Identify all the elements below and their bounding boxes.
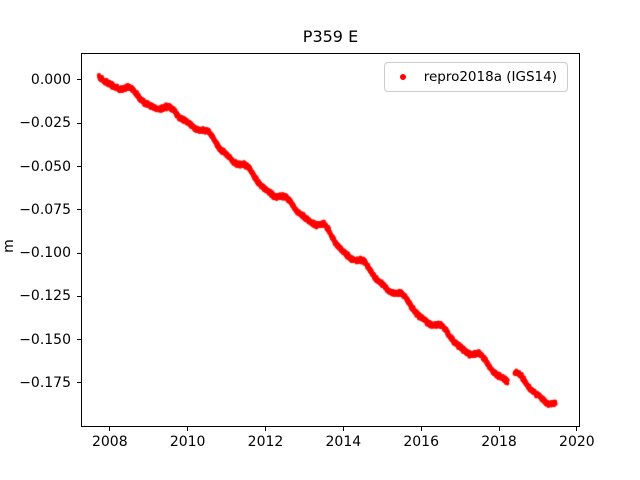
y-tick-mark xyxy=(77,166,81,168)
y-tick-mark xyxy=(77,382,81,384)
x-tick-mark xyxy=(109,427,111,431)
scatter-points-canvas xyxy=(82,54,579,426)
x-tick-label: 2010 xyxy=(169,434,206,450)
y-tick-label: −0.175 xyxy=(19,374,71,391)
y-tick-label: −0.025 xyxy=(19,115,71,132)
y-tick-mark xyxy=(77,79,81,81)
x-tick-mark xyxy=(264,427,266,431)
y-tick-label: 0.000 xyxy=(30,71,71,88)
y-tick-label: −0.125 xyxy=(19,288,71,305)
legend-marker-icon xyxy=(399,74,406,80)
x-tick-label: 2016 xyxy=(403,434,440,450)
y-tick-mark xyxy=(77,339,81,341)
legend: repro2018a (IGS14) xyxy=(383,62,568,92)
y-tick-mark xyxy=(77,295,81,297)
y-tick-label: −0.050 xyxy=(19,158,71,175)
x-tick-mark xyxy=(342,427,344,431)
x-tick-mark xyxy=(420,427,422,431)
x-tick-mark xyxy=(576,427,578,431)
plot-area: repro2018a (IGS14) xyxy=(81,53,580,427)
y-tick-mark xyxy=(77,122,81,124)
legend-label: repro2018a (IGS14) xyxy=(423,69,557,85)
x-tick-label: 2020 xyxy=(559,434,595,450)
y-tick-label: −0.075 xyxy=(19,201,71,218)
y-tick-label: −0.100 xyxy=(19,245,71,262)
y-tick-label: −0.150 xyxy=(19,331,71,348)
y-tick-mark xyxy=(77,209,81,211)
x-tick-label: 2014 xyxy=(325,434,362,450)
x-tick-label: 2008 xyxy=(91,434,128,450)
chart-title: P359 E xyxy=(302,27,359,46)
y-tick-mark xyxy=(77,252,81,254)
x-tick-mark xyxy=(498,427,500,431)
x-tick-mark xyxy=(187,427,189,431)
x-tick-label: 2012 xyxy=(247,434,284,450)
x-tick-label: 2018 xyxy=(481,434,517,450)
